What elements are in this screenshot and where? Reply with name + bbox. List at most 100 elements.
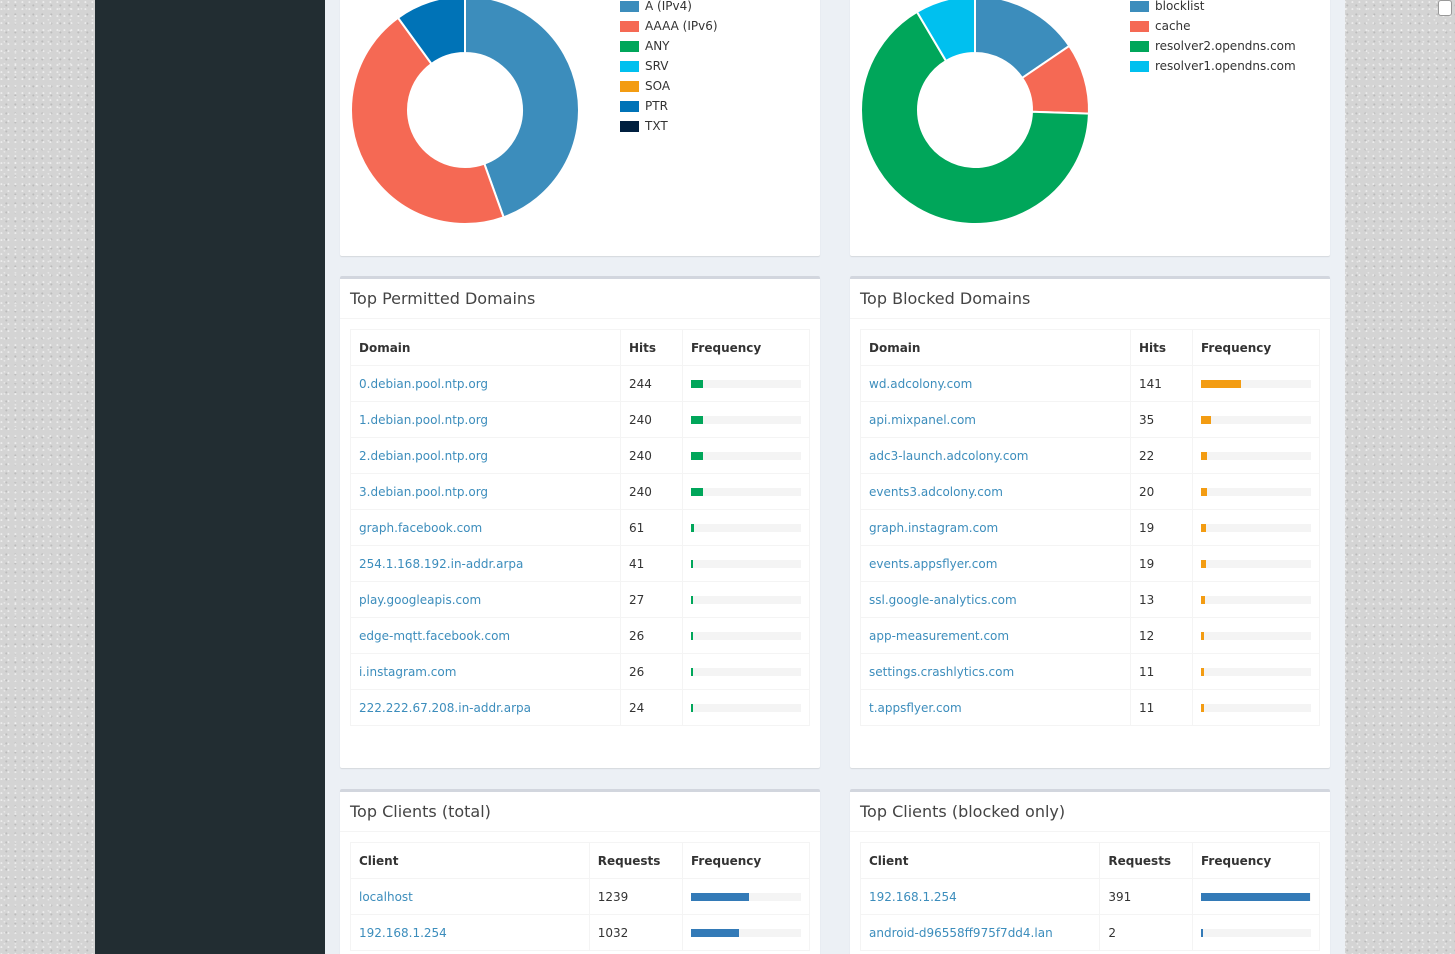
cell-frequency bbox=[682, 689, 810, 726]
table-header-row: Client Requests Frequency bbox=[859, 842, 1320, 879]
table-row: i.instagram.com 26 bbox=[350, 653, 810, 690]
box-header: Top Permitted Domains bbox=[340, 279, 820, 319]
domain-link[interactable]: adc3-launch.adcolony.com bbox=[869, 448, 1029, 463]
cell-hits: 26 bbox=[620, 617, 683, 654]
table-row: events3.adcolony.com 20 bbox=[860, 473, 1320, 510]
table-body: 0.debian.pool.ntp.org 244 1.debian.pool.nt… bbox=[350, 365, 810, 726]
donut-slice[interactable] bbox=[464, 0, 580, 219]
column-header-frequency: Frequency bbox=[682, 842, 810, 879]
legend-item[interactable]: ANY bbox=[620, 36, 718, 56]
column-header-requests: Requests bbox=[588, 842, 684, 879]
frequency-bar-fill bbox=[691, 595, 693, 604]
cell-hits: 244 bbox=[620, 365, 683, 402]
client-link[interactable]: 192.168.1.254 bbox=[359, 925, 447, 940]
table-row: graph.instagram.com 19 bbox=[860, 509, 1320, 546]
domain-link[interactable]: 222.222.67.208.in-addr.arpa bbox=[359, 700, 532, 715]
cell-domain: 3.debian.pool.ntp.org bbox=[350, 473, 621, 510]
legend-item[interactable]: AAAA (IPv6) bbox=[620, 16, 718, 36]
domain-link[interactable]: api.mixpanel.com bbox=[869, 412, 976, 427]
domain-link[interactable]: app-measurement.com bbox=[869, 628, 1010, 643]
client-link[interactable]: android-d96558ff975f7dd4.lan bbox=[869, 925, 1053, 940]
domain-link[interactable]: 254.1.168.192.in-addr.arpa bbox=[359, 556, 524, 571]
domain-link[interactable]: graph.instagram.com bbox=[869, 520, 999, 535]
client-link[interactable]: localhost bbox=[359, 889, 413, 904]
cell-domain: edge-mqtt.facebook.com bbox=[350, 617, 621, 654]
cell-frequency bbox=[682, 653, 810, 690]
frequency-bar bbox=[691, 703, 801, 712]
legend-item[interactable]: TXT bbox=[620, 116, 718, 136]
legend-item[interactable]: SRV bbox=[620, 56, 718, 76]
frequency-bar bbox=[691, 415, 801, 424]
legend-item[interactable]: SOA bbox=[620, 76, 718, 96]
donut-slice[interactable] bbox=[860, 10, 1090, 225]
domain-link[interactable]: settings.crashlytics.com bbox=[869, 664, 1015, 679]
frequency-bar bbox=[691, 559, 801, 568]
cell-client: localhost bbox=[350, 878, 590, 915]
legend-item[interactable]: resolver2.opendns.com bbox=[1130, 36, 1296, 56]
donut-slice[interactable] bbox=[396, 0, 466, 66]
legend-item[interactable]: blocklist bbox=[1130, 0, 1296, 16]
legend-item[interactable]: PTR bbox=[620, 96, 718, 116]
table-row: graph.facebook.com 61 bbox=[350, 509, 810, 546]
client-link[interactable]: 192.168.1.254 bbox=[869, 889, 957, 904]
frequency-bar bbox=[1201, 487, 1311, 496]
table-row: t.appsflyer.com 11 bbox=[860, 689, 1320, 726]
table-body: 192.168.1.254 391 android-d96558ff975f7dd4… bbox=[859, 878, 1320, 951]
domain-link[interactable]: events3.adcolony.com bbox=[869, 484, 1003, 499]
scrollbar-handle[interactable] bbox=[1438, 0, 1452, 16]
legend-item[interactable]: A (IPv4) bbox=[620, 0, 718, 16]
table-header-row: Client Requests Frequency bbox=[350, 842, 810, 879]
cell-frequency bbox=[682, 878, 810, 915]
cell-domain: wd.adcolony.com bbox=[860, 365, 1131, 402]
domain-link[interactable]: 3.debian.pool.ntp.org bbox=[359, 484, 489, 499]
cell-frequency bbox=[1192, 437, 1320, 474]
domain-link[interactable]: t.appsflyer.com bbox=[869, 700, 962, 715]
table-body: localhost 1239 192.168.1.254 1032 bbox=[350, 878, 810, 951]
donut-slice[interactable] bbox=[350, 16, 505, 225]
column-header-client: Client bbox=[350, 842, 590, 879]
column-header-hits: Hits bbox=[620, 329, 683, 366]
cell-hits: 24 bbox=[620, 689, 683, 726]
frequency-bar-fill bbox=[691, 487, 704, 496]
frequency-bar bbox=[691, 631, 801, 640]
frequency-bar bbox=[691, 451, 801, 460]
frequency-bar bbox=[1201, 892, 1311, 901]
cell-hits: 61 bbox=[620, 509, 683, 546]
box-title: Top Permitted Domains bbox=[350, 289, 536, 308]
cell-frequency bbox=[1192, 653, 1320, 690]
cell-domain: 0.debian.pool.ntp.org bbox=[350, 365, 621, 402]
donut-slice[interactable] bbox=[915, 0, 976, 63]
cell-requests: 1239 bbox=[588, 878, 684, 915]
legend-item[interactable]: cache bbox=[1130, 16, 1296, 36]
cell-hits: 35 bbox=[1130, 401, 1193, 438]
cell-client: android-d96558ff975f7dd4.lan bbox=[859, 914, 1101, 951]
domain-link[interactable]: 0.debian.pool.ntp.org bbox=[359, 376, 489, 391]
legend-item[interactable]: resolver1.opendns.com bbox=[1130, 56, 1296, 76]
table-header-row: Domain Hits Frequency bbox=[860, 329, 1320, 366]
top-clients-total-box: Top Clients (total) Client Requests Freq… bbox=[340, 789, 820, 954]
domain-link[interactable]: wd.adcolony.com bbox=[869, 376, 973, 391]
cell-domain: settings.crashlytics.com bbox=[860, 653, 1131, 690]
frequency-bar bbox=[691, 928, 801, 937]
cell-domain: graph.instagram.com bbox=[860, 509, 1131, 546]
domain-link[interactable]: ssl.google-analytics.com bbox=[869, 592, 1017, 607]
domain-link[interactable]: graph.facebook.com bbox=[359, 520, 483, 535]
cell-domain: play.googleapis.com bbox=[350, 581, 621, 618]
cell-hits: 141 bbox=[1130, 365, 1193, 402]
legend-label: A (IPv4) bbox=[645, 0, 692, 13]
domain-link[interactable]: edge-mqtt.facebook.com bbox=[359, 628, 511, 643]
frequency-bar bbox=[1201, 631, 1311, 640]
domain-link[interactable]: play.googleapis.com bbox=[359, 592, 482, 607]
domain-link[interactable]: 1.debian.pool.ntp.org bbox=[359, 412, 489, 427]
table-row: edge-mqtt.facebook.com 26 bbox=[350, 617, 810, 654]
frequency-bar bbox=[1201, 595, 1311, 604]
domain-link[interactable]: i.instagram.com bbox=[359, 664, 457, 679]
domain-link[interactable]: events.appsflyer.com bbox=[869, 556, 998, 571]
cell-frequency bbox=[1192, 509, 1320, 546]
cell-frequency bbox=[1192, 689, 1320, 726]
domain-link[interactable]: 2.debian.pool.ntp.org bbox=[359, 448, 489, 463]
frequency-bar bbox=[691, 523, 801, 532]
table-row: 1.debian.pool.ntp.org 240 bbox=[350, 401, 810, 438]
frequency-bar-fill bbox=[691, 451, 704, 460]
frequency-bar bbox=[691, 892, 801, 901]
